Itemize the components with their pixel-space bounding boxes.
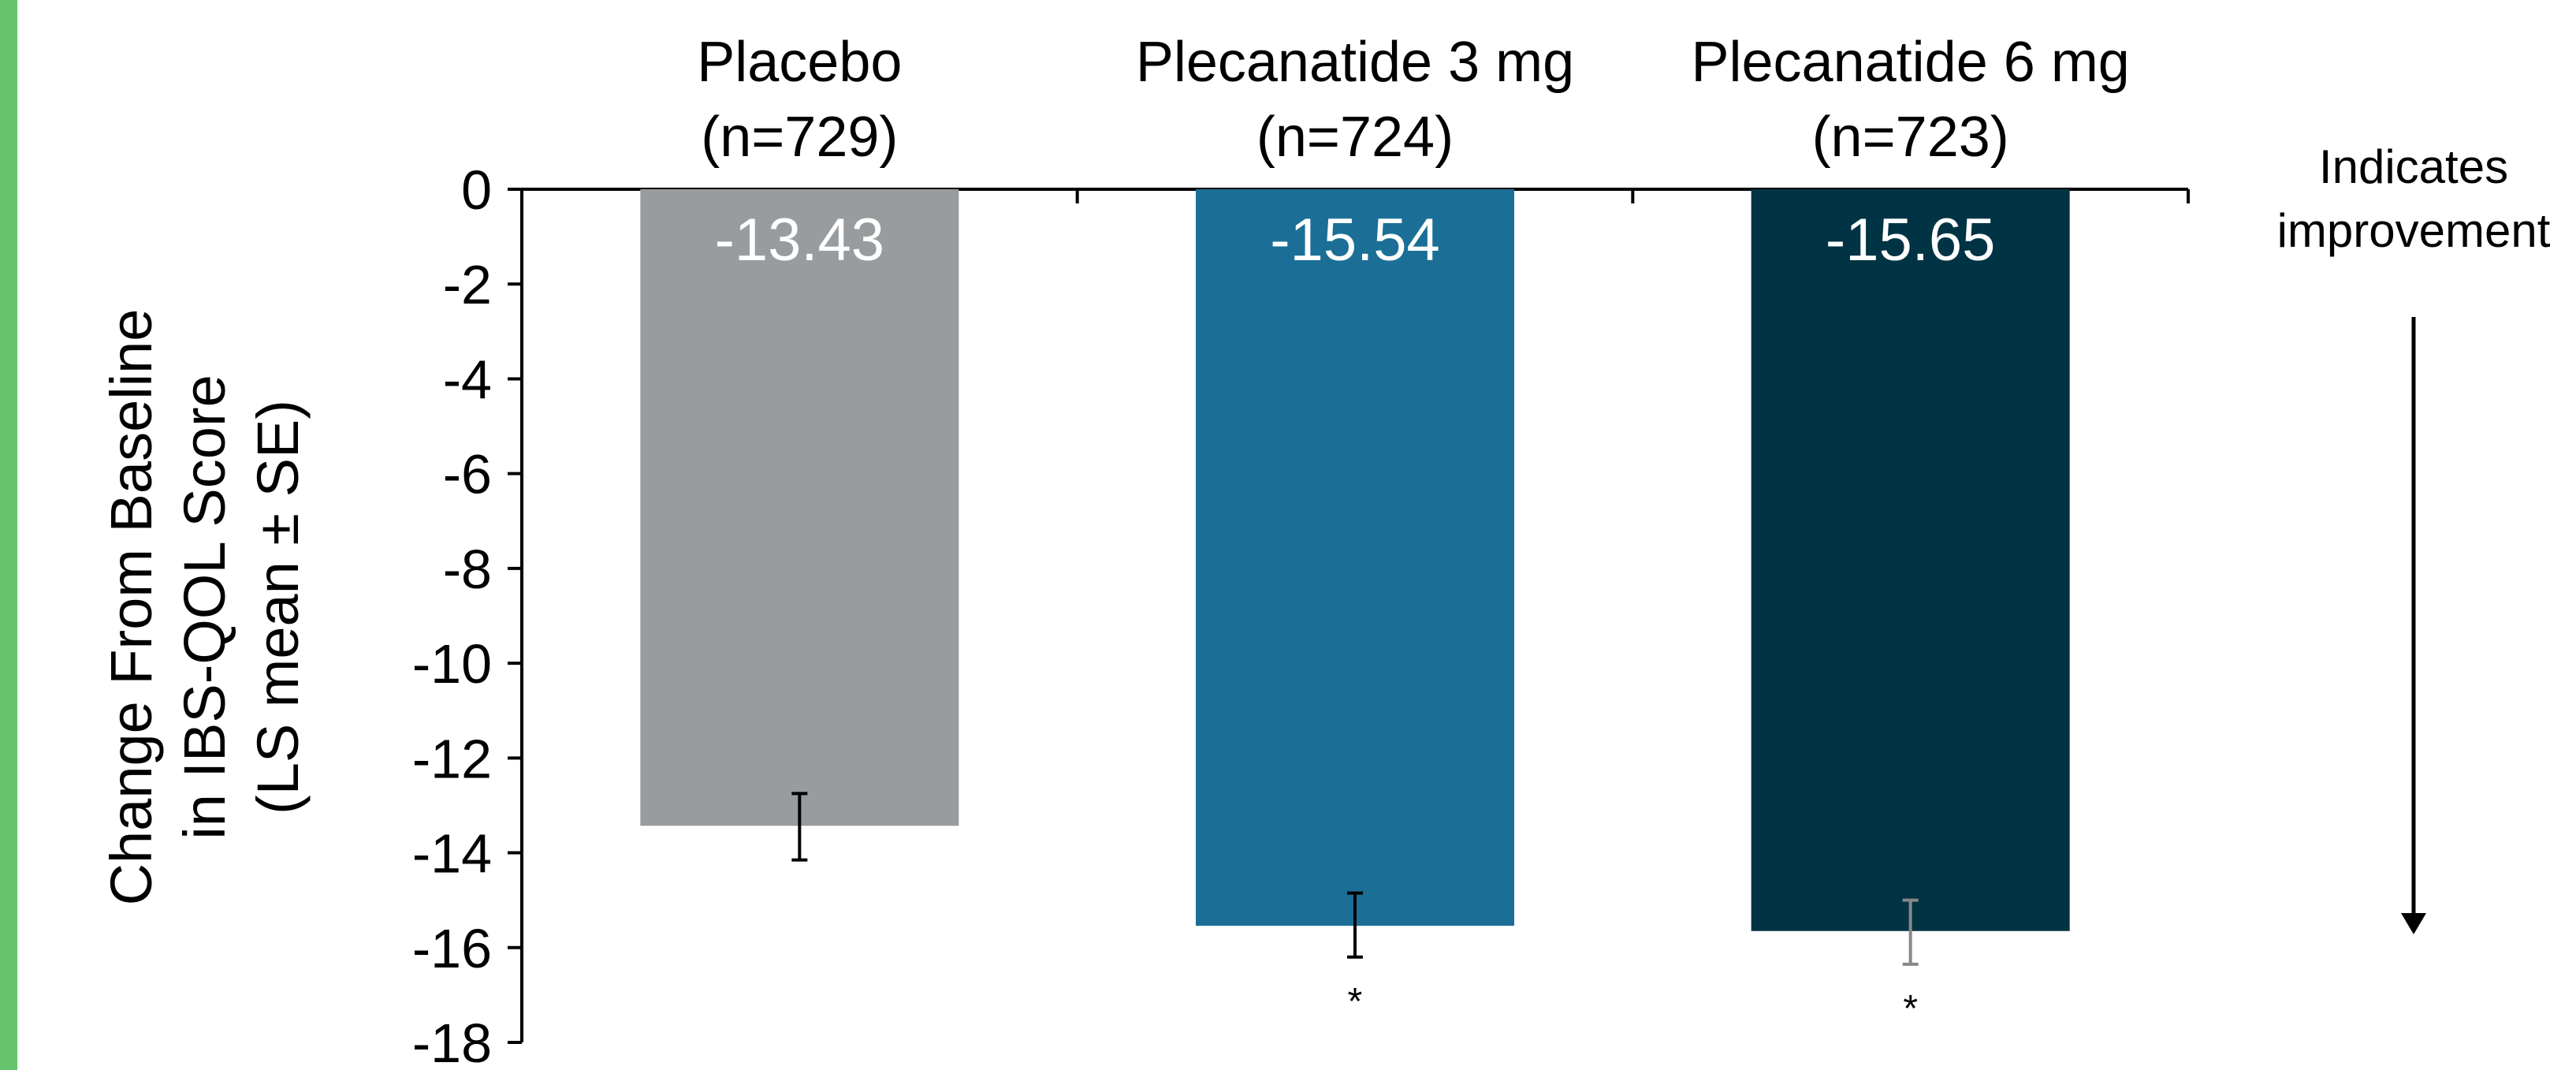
annotation-line-1: Indicates: [2319, 140, 2508, 193]
bar: [1196, 189, 1514, 926]
category-label: Placebo: [697, 31, 902, 94]
y-tick-label: -16: [412, 918, 492, 979]
category-label: Plecanatide 3 mg: [1136, 31, 1574, 94]
significance-marker: *: [1348, 981, 1363, 1023]
y-tick-label: -18: [412, 1012, 492, 1070]
y-axis-label-line-2: in IBS-QOL Score: [172, 375, 237, 839]
bar: [1751, 189, 2070, 931]
bar: [640, 189, 959, 826]
category-n-label: (n=724): [1256, 106, 1454, 169]
y-tick-label: -14: [412, 823, 492, 885]
data-label: -15.54: [1270, 207, 1440, 274]
y-tick-label: -4: [443, 349, 492, 410]
y-tick-label: -2: [443, 254, 492, 315]
category-n-label: (n=723): [1812, 106, 2009, 169]
y-axis-label-line-3: (LS mean ± SE): [245, 400, 311, 815]
y-tick-label: -8: [443, 539, 492, 600]
y-tick-label: -10: [412, 633, 492, 695]
annotation-line-2: improvement: [2277, 204, 2551, 257]
y-tick-label: -12: [412, 728, 492, 789]
improvement-arrow-down-icon: [2401, 913, 2426, 934]
data-label: -15.65: [1826, 207, 1996, 274]
plot-area: 0 -2 -4 -6 -8 -10 -12 -14 -16 -18 Placebo (n=729) -1…: [412, 31, 2190, 1070]
category-n-label: (n=729): [701, 106, 898, 169]
y-axis-label-line-1: Change From Baseline: [99, 309, 164, 906]
y-tick-label: -6: [443, 444, 492, 505]
left-accent-bar: [0, 0, 17, 1070]
category-label: Plecanatide 6 mg: [1691, 31, 2129, 94]
significance-marker: *: [1903, 988, 1918, 1030]
data-label: -13.43: [715, 207, 885, 274]
y-tick-label: 0: [461, 159, 492, 221]
